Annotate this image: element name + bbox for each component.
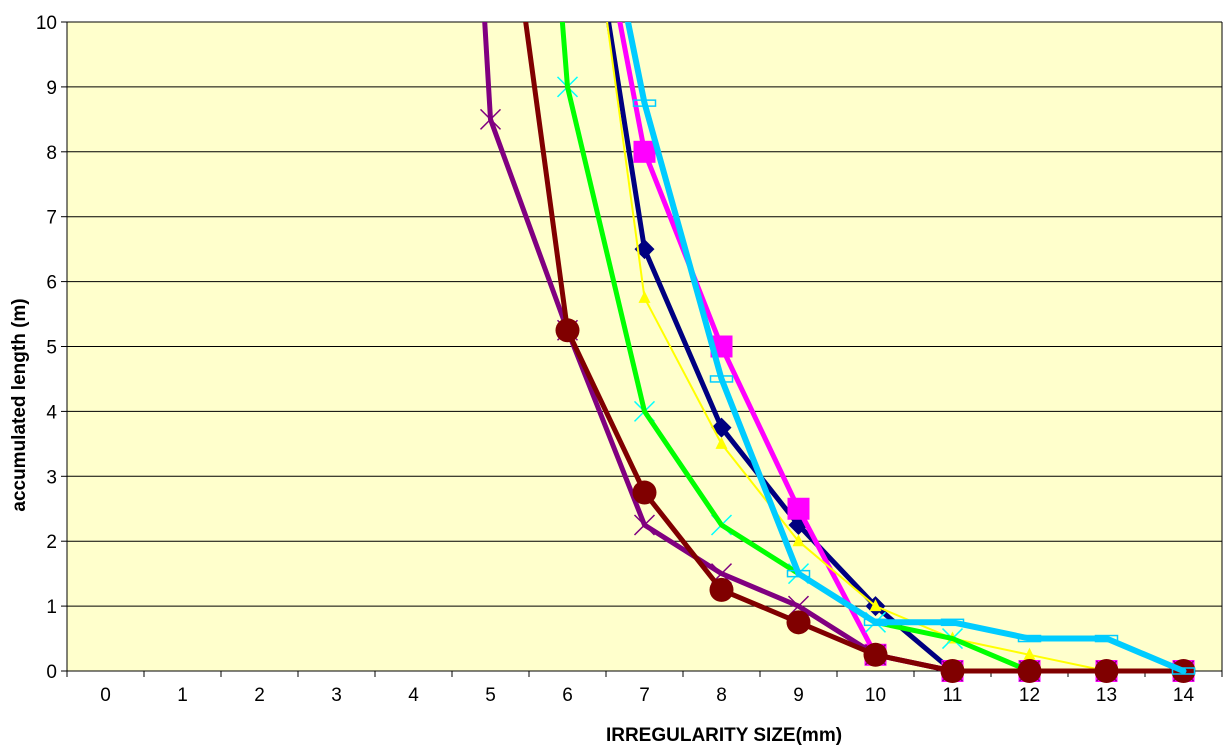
data-point (632, 480, 657, 505)
y-tick-label: 5 (46, 338, 57, 359)
data-point (638, 290, 651, 303)
y-tick-label: 0 (46, 662, 57, 683)
x-tick-label: 11 (943, 685, 963, 706)
series-line (523, 22, 1186, 674)
y-tick-label: 6 (46, 273, 57, 294)
data-point (709, 375, 734, 383)
data-point (1094, 659, 1119, 683)
y-axis-title: accumulated length (m) (9, 298, 30, 511)
data-point (869, 599, 882, 612)
series-6 (523, 22, 1196, 683)
x-tick-label: 5 (485, 685, 496, 706)
data-point (786, 610, 811, 635)
data-point (792, 534, 805, 547)
data-point (555, 318, 580, 343)
y-tick-label: 1 (46, 597, 57, 618)
series-7 (624, 22, 1196, 675)
data-point (633, 140, 656, 163)
data-point (632, 99, 657, 107)
x-tick-label: 4 (408, 685, 419, 706)
y-tick-label: 10 (36, 13, 57, 34)
data-point (715, 436, 728, 449)
data-point (940, 618, 965, 627)
x-tick-label: 9 (793, 685, 804, 706)
x-tick-label: 7 (639, 685, 650, 706)
data-point (479, 108, 502, 130)
data-point (1171, 667, 1196, 675)
y-tick-label: 9 (46, 78, 57, 99)
x-tick-label: 13 (1096, 685, 1117, 706)
data-point (787, 497, 810, 520)
data-point (709, 577, 734, 602)
data-point (1023, 647, 1036, 660)
x-tick-label: 12 (1019, 685, 1040, 706)
x-tick-label: 2 (254, 685, 265, 706)
data-point (1017, 659, 1042, 683)
data-point (633, 514, 656, 536)
gridlines (67, 21, 1222, 672)
x-tick-label: 3 (331, 685, 342, 706)
x-tick-label: 0 (100, 685, 111, 706)
x-tick-label: 6 (562, 685, 573, 706)
x-tick-label: 1 (177, 685, 188, 706)
series-line (624, 22, 1187, 674)
y-tick-label: 4 (46, 402, 57, 423)
y-tick-label: 3 (46, 467, 57, 488)
y-tick-label: 7 (46, 208, 57, 229)
data-point (940, 659, 965, 683)
series-4 (559, 22, 1032, 674)
data-point (786, 569, 811, 578)
y-tick-label: 8 (46, 143, 57, 164)
data-point (863, 618, 888, 627)
series-line (559, 22, 1032, 674)
x-tick-label: 10 (865, 685, 886, 706)
y-tick-label: 2 (46, 532, 57, 553)
data-point (1017, 634, 1042, 643)
data-point (1094, 634, 1119, 643)
x-axis-title: IRREGULARITY SIZE(mm) (606, 725, 842, 746)
series-group (479, 22, 1196, 683)
x-tick-label: 14 (1173, 685, 1195, 706)
x-tick-label: 8 (716, 685, 727, 706)
data-point (863, 642, 888, 667)
